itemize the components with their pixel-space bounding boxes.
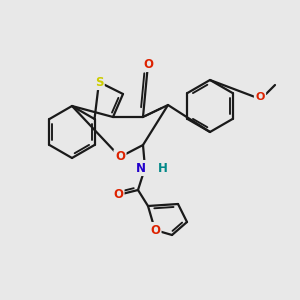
Text: O: O [150,224,160,236]
Text: H: H [158,161,168,175]
Text: O: O [115,151,125,164]
Text: O: O [113,188,123,202]
Text: S: S [95,76,103,88]
Text: O: O [255,92,265,102]
Text: O: O [143,58,153,70]
Text: N: N [136,161,146,175]
